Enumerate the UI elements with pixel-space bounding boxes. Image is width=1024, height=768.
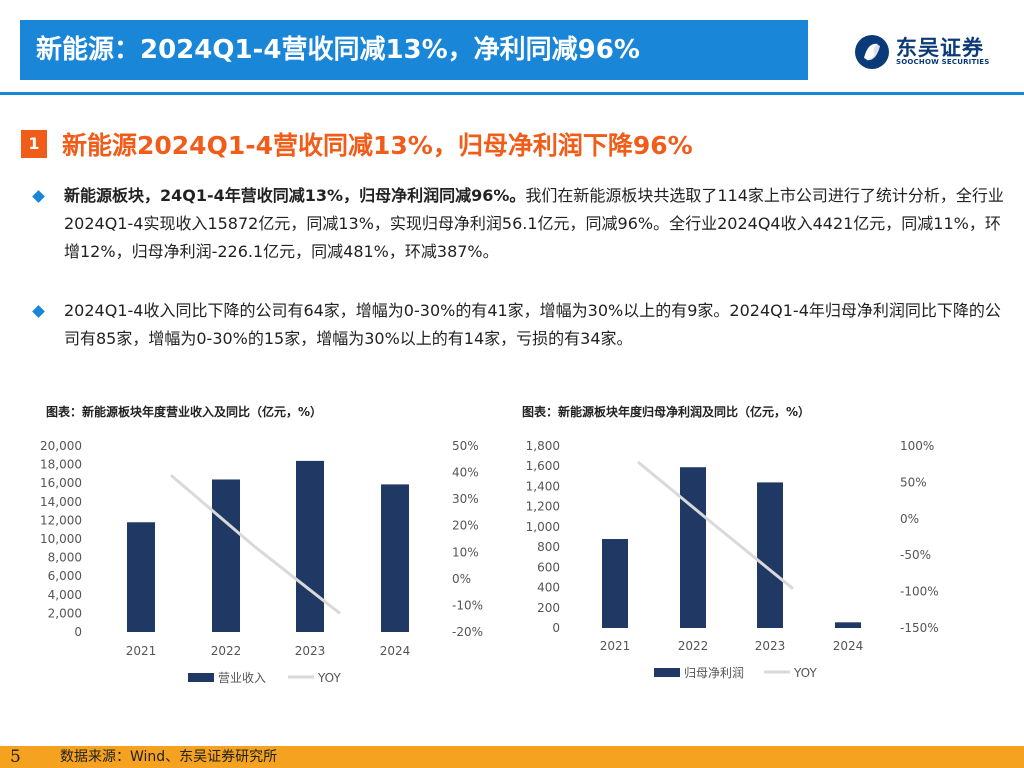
y-tick-label: 0 [74, 625, 82, 639]
bullet-diamond-icon [32, 305, 46, 319]
y2-tick-label: 0% [900, 512, 919, 526]
y-tick-label: 1,200 [526, 500, 560, 514]
legend-bar-swatch [188, 673, 214, 682]
y-tick-label: 0 [552, 621, 560, 635]
y2-tick-label: -10% [452, 598, 483, 612]
bullet-diamond-icon [32, 190, 46, 204]
y-tick-label: 1,000 [526, 520, 560, 534]
legend-label: 归母净利润 [684, 666, 744, 680]
page-number: 5 [10, 747, 21, 767]
y-tick-label: 4,000 [48, 588, 82, 602]
x-tick-label: 2022 [211, 644, 242, 658]
y-tick-label: 10,000 [40, 532, 82, 546]
legend-label: YOY [793, 666, 817, 680]
y2-tick-label: 40% [452, 466, 479, 480]
y-tick-label: 6,000 [48, 569, 82, 583]
y2-tick-label: 50% [900, 475, 927, 489]
yoy-line [170, 474, 341, 615]
bullet-paragraph-2: 2024Q1-4收入同比下降的公司有64家，增幅为0-30%的有41家，增幅为3… [64, 297, 1004, 353]
y-tick-label: 1,600 [526, 459, 560, 473]
x-tick-label: 2022 [678, 639, 709, 653]
yoy-line [637, 460, 794, 590]
bar [680, 467, 706, 628]
y-tick-label: 1,800 [526, 439, 560, 453]
y2-tick-label: 50% [452, 439, 479, 453]
y2-tick-label: 30% [452, 492, 479, 506]
bullet-2-text: 2024Q1-4收入同比下降的公司有64家，增幅为0-30%的有41家，增幅为3… [64, 301, 1001, 348]
header-divider [0, 92, 1024, 95]
bar [602, 539, 628, 628]
bar [127, 522, 155, 632]
profit-chart-title: 图表：新能源板块年度归母净利润及同比（亿元，%） [522, 405, 811, 419]
x-tick-label: 2023 [295, 644, 326, 658]
y-tick-label: 2,000 [48, 606, 82, 620]
y2-tick-label: 100% [900, 439, 934, 453]
y2-tick-label: 10% [452, 545, 479, 559]
section-title: 新能源2024Q1-4营收同减13%，归母净利润下降96% [62, 131, 693, 160]
profit-chart: 1,800 1,600 1,400 1,200 1,000 800 600 400 200 0 10… [526, 439, 939, 680]
footer-bar [0, 746, 1024, 768]
y2-tick-label: -20% [452, 625, 483, 639]
y2-tick-label: 20% [452, 519, 479, 533]
legend-label: YOY [317, 671, 341, 685]
bar [835, 622, 861, 628]
y-tick-label: 800 [537, 540, 560, 554]
brand-name-en: SOOCHOW SECURITIES [896, 58, 990, 66]
legend-bar-swatch [654, 668, 680, 677]
y2-tick-label: -150% [900, 621, 939, 635]
y2-tick-label: 0% [452, 572, 471, 586]
x-tick-label: 2021 [126, 644, 157, 658]
y-tick-label: 12,000 [40, 513, 82, 527]
x-tick-label: 2021 [600, 639, 631, 653]
x-tick-label: 2023 [755, 639, 786, 653]
data-source: 数据来源：Wind、东吴证券研究所 [60, 749, 278, 765]
revenue-chart-title: 图表：新能源板块年度营业收入及同比（亿元，%） [46, 405, 323, 419]
brand-logo: 东吴证券 SOOCHOW SECURITIES [854, 34, 1014, 70]
section-number: 1 [21, 130, 47, 158]
revenue-chart: 20,000 18,000 16,000 14,000 12,000 10,000 8,00… [40, 439, 483, 685]
bullet-1-text: 我们在新能源板块共选取了114家上市公司进行了统计分析，全行业2024Q1-4实… [64, 186, 1004, 261]
bar [381, 484, 409, 632]
y-tick-label: 20,000 [40, 439, 82, 453]
y-tick-label: 600 [537, 560, 560, 574]
brand-name-cn: 东吴证券 [896, 36, 984, 60]
legend-label: 营业收入 [218, 671, 266, 685]
y-tick-label: 18,000 [40, 458, 82, 472]
bullet-1-lead: 新能源板块，24Q1-4年营收同减13%，归母净利润同减96%。 [64, 186, 526, 205]
bullet-paragraph-1: 新能源板块，24Q1-4年营收同减13%，归母净利润同减96%。我们在新能源板块… [64, 182, 1004, 266]
slide-title: 新能源：2024Q1-4营收同减13%，净利同减96% [20, 20, 808, 80]
y-tick-label: 8,000 [48, 551, 82, 565]
y-tick-label: 200 [537, 601, 560, 615]
y-tick-label: 16,000 [40, 476, 82, 490]
bar [296, 460, 324, 632]
y-tick-label: 1,400 [526, 479, 560, 493]
y2-tick-label: -100% [900, 585, 939, 599]
x-tick-label: 2024 [833, 639, 864, 653]
bar [212, 479, 240, 632]
bar [757, 482, 783, 628]
y-tick-label: 400 [537, 581, 560, 595]
soochow-logo-icon [855, 35, 889, 69]
y-tick-label: 14,000 [40, 495, 82, 509]
x-tick-label: 2024 [380, 644, 411, 658]
y2-tick-label: -50% [900, 548, 931, 562]
